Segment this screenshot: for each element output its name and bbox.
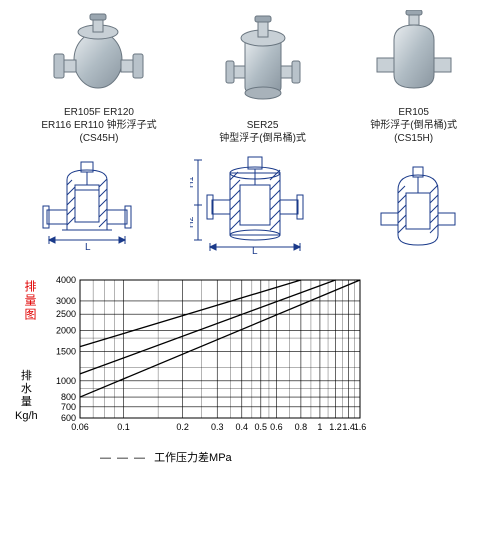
- product-3: ER105 钟形浮子(倒吊桶)式 (CS15H): [369, 10, 459, 145]
- svg-text:H2: H2: [190, 216, 195, 228]
- svg-text:0.6: 0.6: [270, 422, 283, 432]
- drawing-3: [373, 165, 463, 255]
- product-1: ER105F ER120 ER116 ER110 钟形浮子式 (CS45H): [41, 10, 156, 145]
- product-3-label: ER105 钟形浮子(倒吊桶)式 (CS15H): [370, 106, 457, 145]
- svg-text:700: 700: [61, 402, 76, 412]
- svg-text:L: L: [252, 246, 258, 255]
- svg-text:0.4: 0.4: [236, 422, 249, 432]
- product-2-image: [223, 13, 303, 113]
- svg-text:L: L: [85, 242, 91, 253]
- capacity-chart: 排量图 排 水 量 Kg/h 0.060.10.20.30.40.50.60.8…: [40, 270, 490, 465]
- svg-text:1000: 1000: [56, 376, 76, 386]
- svg-text:0.06: 0.06: [71, 422, 89, 432]
- drawing-1: L: [37, 160, 137, 255]
- chart-svg: 0.060.10.20.30.40.50.60.811.21.41.660070…: [40, 270, 370, 440]
- drawings-row: L: [10, 155, 490, 255]
- svg-text:1: 1: [317, 422, 322, 432]
- svg-text:800: 800: [61, 392, 76, 402]
- svg-text:H1: H1: [190, 176, 195, 188]
- product-2: SER25 钟型浮子(倒吊桶)式: [219, 13, 306, 145]
- svg-text:1.2: 1.2: [329, 422, 342, 432]
- products-row: ER105F ER120 ER116 ER110 钟形浮子式 (CS45H): [10, 10, 490, 145]
- svg-text:0.2: 0.2: [176, 422, 189, 432]
- svg-text:1.6: 1.6: [354, 422, 367, 432]
- chart-ylabel: 排 水 量 Kg/h: [15, 370, 38, 423]
- svg-text:600: 600: [61, 413, 76, 423]
- product-3-image: [369, 10, 459, 100]
- svg-text:0.3: 0.3: [211, 422, 224, 432]
- svg-text:0.1: 0.1: [117, 422, 130, 432]
- svg-text:0.5: 0.5: [255, 422, 268, 432]
- chart-title: 排量图: [22, 280, 39, 322]
- svg-text:3000: 3000: [56, 296, 76, 306]
- product-1-image: [51, 10, 146, 100]
- svg-text:0.8: 0.8: [295, 422, 308, 432]
- svg-text:4000: 4000: [56, 275, 76, 285]
- product-1-label: ER105F ER120 ER116 ER110 钟形浮子式 (CS45H): [41, 106, 156, 145]
- chart-xlabel: ——— 工作压力差MPa: [100, 449, 490, 465]
- product-2-label: SER25 钟型浮子(倒吊桶)式: [219, 119, 306, 145]
- drawing-2: L H1 H2: [190, 155, 320, 255]
- svg-text:1500: 1500: [56, 346, 76, 356]
- svg-text:2500: 2500: [56, 309, 76, 319]
- svg-text:2000: 2000: [56, 325, 76, 335]
